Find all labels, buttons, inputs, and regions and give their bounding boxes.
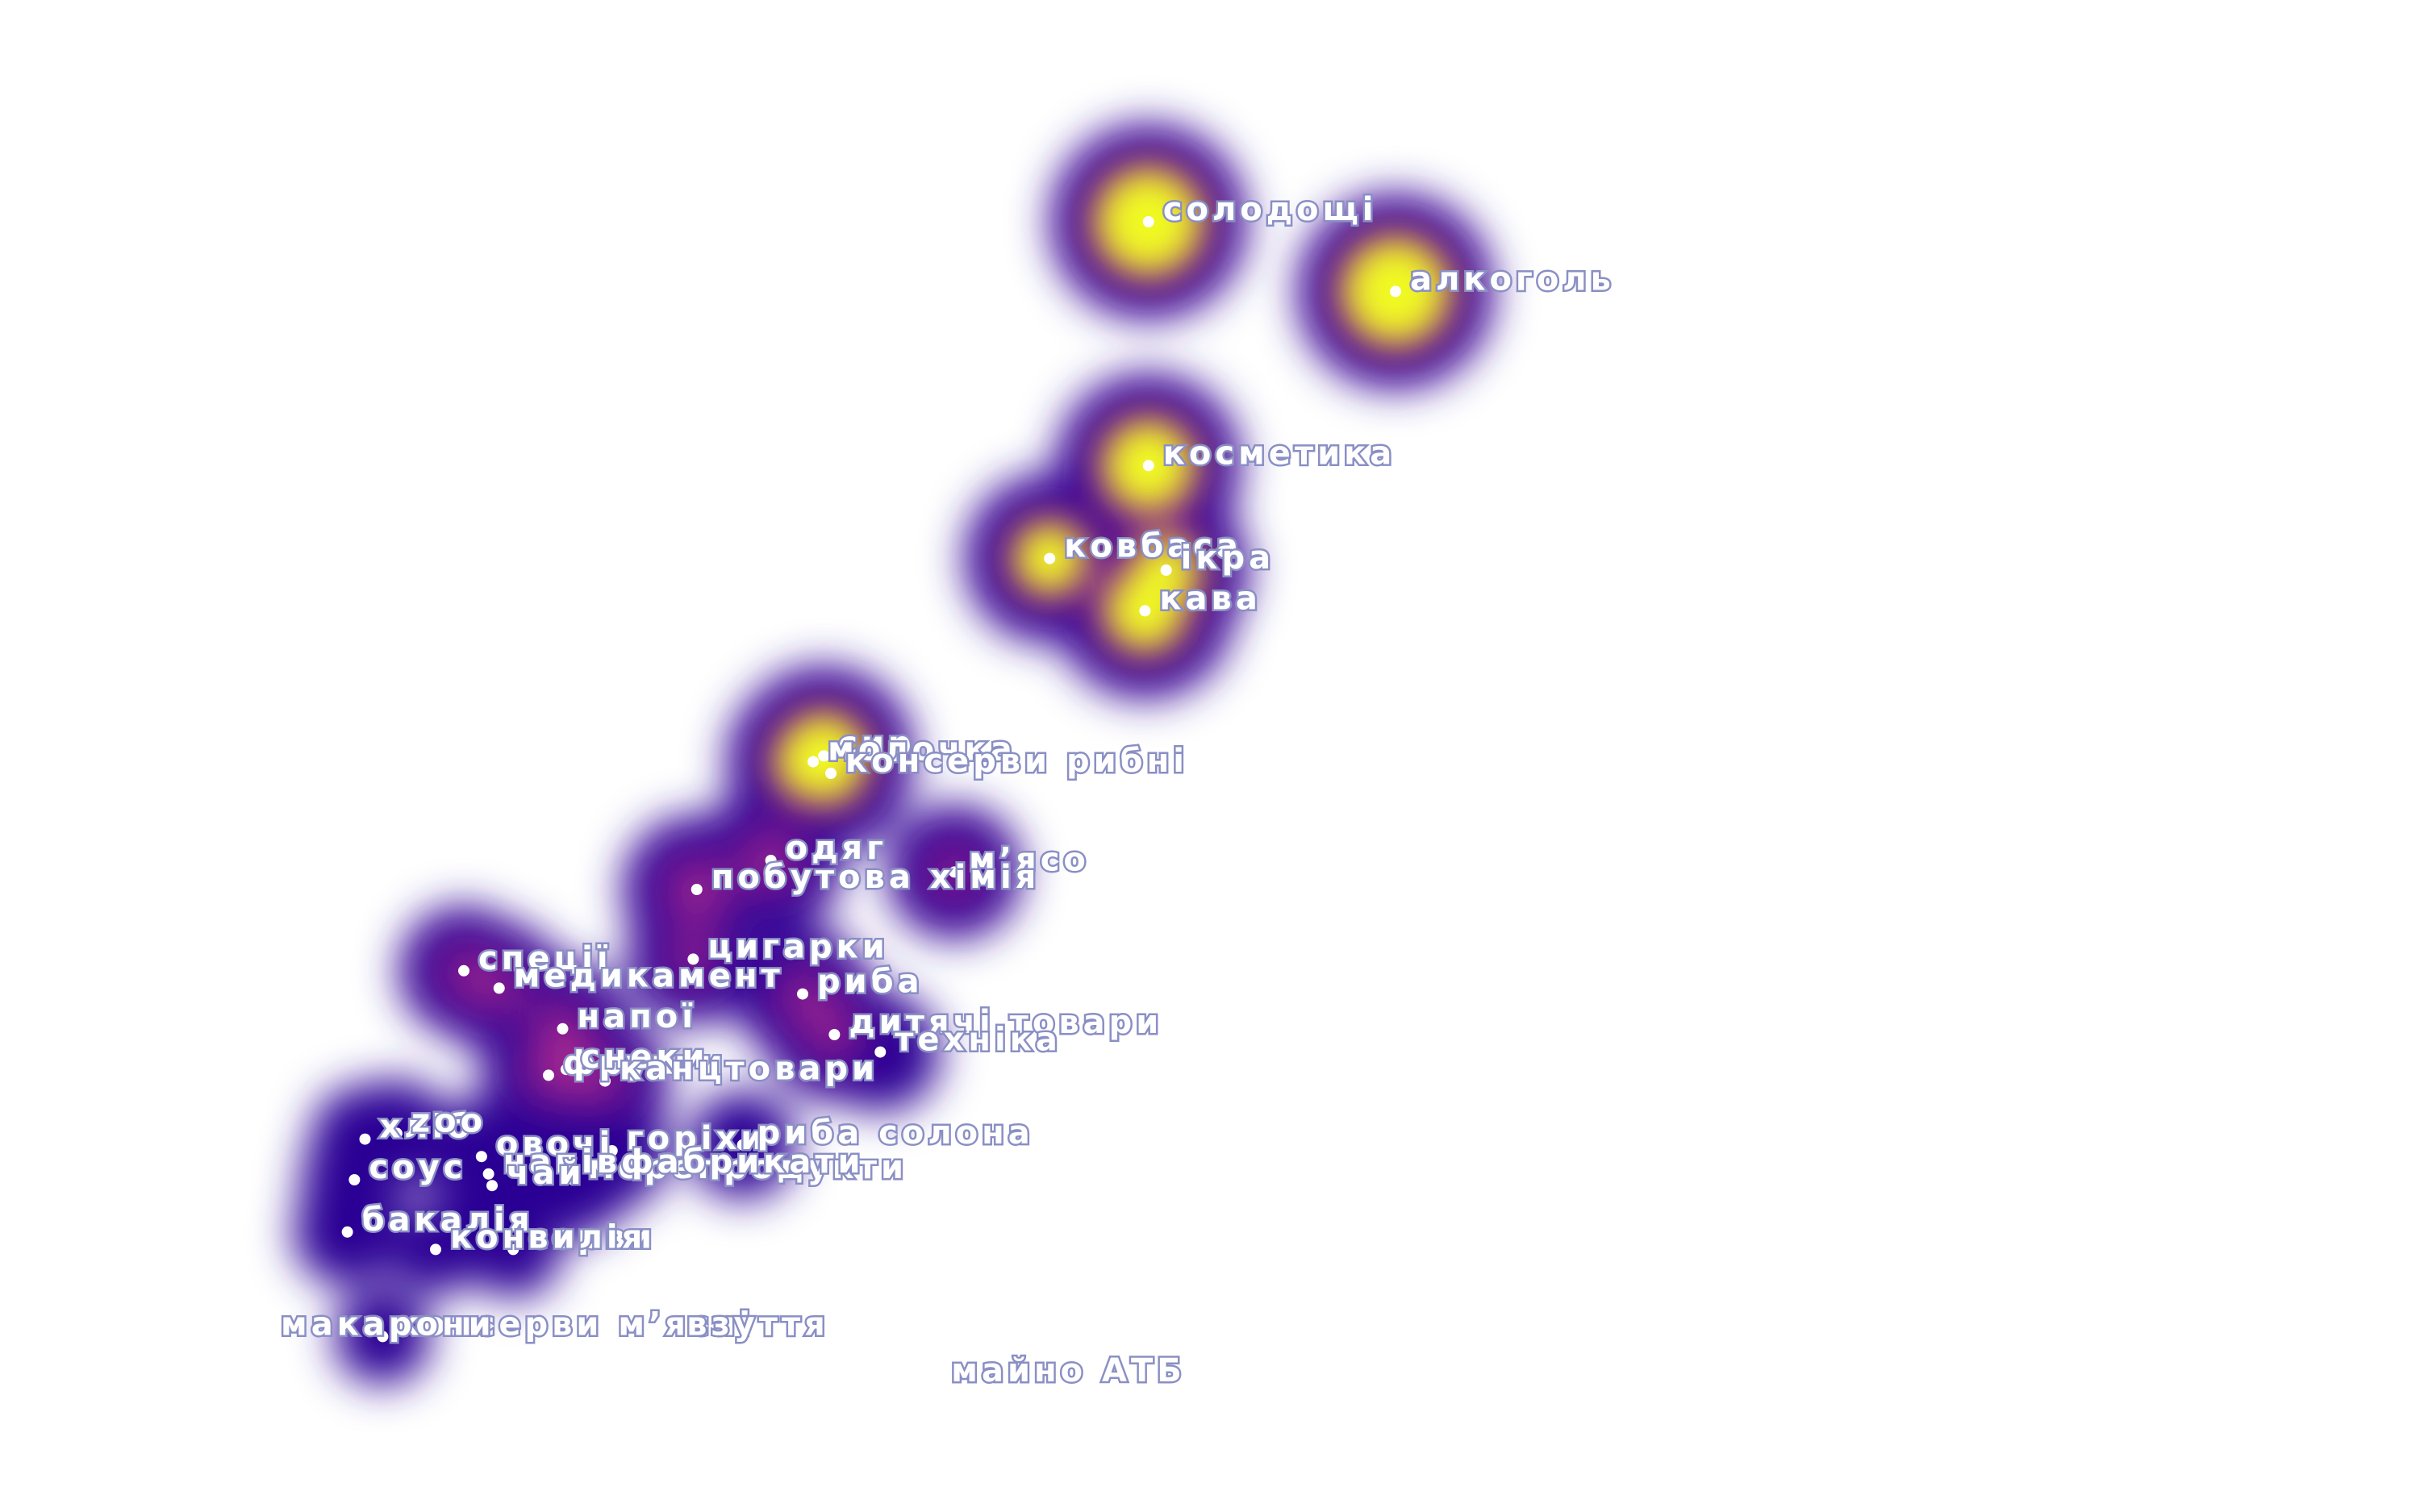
- data-point: [765, 855, 777, 866]
- point-label: побутова хімія: [711, 859, 1041, 896]
- data-point: [567, 1174, 579, 1185]
- data-point: [691, 884, 703, 895]
- point-label: канцтовари: [620, 1051, 878, 1088]
- data-point: [377, 1331, 389, 1343]
- point-label: ікра: [1181, 539, 1275, 577]
- point-label: напої: [578, 998, 697, 1035]
- data-point: [1044, 552, 1056, 564]
- data-point: [430, 1243, 441, 1256]
- point-label: соус: [369, 1149, 466, 1186]
- point-label: косметика: [1163, 435, 1396, 472]
- point-label: взуття: [686, 1306, 829, 1343]
- point-label: напівфабрикати: [503, 1143, 865, 1181]
- data-point: [341, 1226, 353, 1238]
- data-point: [348, 1174, 361, 1185]
- point-label: овочі: [496, 1126, 614, 1163]
- point-label: спеції: [478, 940, 612, 977]
- data-point: [560, 1064, 572, 1076]
- point-label: молочка: [828, 731, 1016, 768]
- point-label: горіхи: [627, 1120, 768, 1157]
- data-point: [797, 988, 808, 1000]
- point-label: кава: [1159, 580, 1261, 617]
- data-point: [1160, 564, 1172, 576]
- data-point: [493, 982, 505, 994]
- data-point: [828, 1029, 841, 1040]
- data-point: [543, 1069, 554, 1081]
- point-label: макарони: [281, 1306, 495, 1343]
- data-point: [486, 1180, 498, 1192]
- point-label: риба: [817, 964, 924, 1001]
- point-label: вилія: [528, 1218, 646, 1256]
- point-label: дитячі товари: [849, 1004, 1162, 1041]
- data-point: [475, 1151, 487, 1163]
- point-label: техніка: [895, 1022, 1062, 1059]
- point-label: хліб: [380, 1109, 474, 1146]
- data-point: [1142, 216, 1154, 227]
- data-point: [825, 768, 837, 779]
- data-point: [818, 750, 830, 762]
- data-point: [1390, 285, 1401, 298]
- point-label: чай: [507, 1155, 585, 1192]
- data-point: [1142, 460, 1154, 472]
- data-point: [359, 1133, 371, 1145]
- point-label: алкоголь: [1410, 260, 1615, 298]
- point-label: медикамент: [514, 957, 784, 994]
- point-label: консерви рибні: [845, 743, 1188, 780]
- point-label: майно АТБ: [951, 1352, 1186, 1389]
- point-label: ковбаса: [1064, 528, 1242, 565]
- data-point: [874, 1046, 887, 1058]
- data-point: [949, 866, 961, 878]
- point-label: бакалія: [362, 1202, 534, 1239]
- point-label: фрукти: [563, 1044, 727, 1081]
- point-label: солодощі: [1163, 191, 1378, 228]
- point-label: консерви: [450, 1218, 656, 1256]
- point-label: zoo: [411, 1102, 486, 1139]
- point-label: риба солона: [757, 1114, 1034, 1152]
- data-point: [807, 756, 820, 768]
- labels-layer: солодощі алкоголь косметика ковбасаікракава…: [279, 190, 1615, 1392]
- point-label: морепродукти: [588, 1149, 908, 1186]
- data-point: [736, 1139, 749, 1151]
- point-label: снеки: [581, 1039, 709, 1076]
- data-point: [687, 953, 699, 965]
- point-label: консерви м’ясні: [397, 1306, 754, 1343]
- data-point: [557, 1023, 569, 1035]
- data-point: [482, 1168, 494, 1180]
- data-point: [1139, 605, 1151, 617]
- point-label: сир: [838, 725, 915, 762]
- points-layer: [341, 216, 1401, 1343]
- data-point: [458, 964, 469, 977]
- data-point: [507, 1243, 519, 1256]
- point-label: м’ясо: [969, 841, 1090, 878]
- data-point: [390, 1127, 403, 1139]
- data-point: [606, 1145, 618, 1156]
- point-label: одяг: [786, 830, 887, 867]
- point-label: цигарки: [707, 928, 888, 965]
- data-point: [599, 1075, 611, 1087]
